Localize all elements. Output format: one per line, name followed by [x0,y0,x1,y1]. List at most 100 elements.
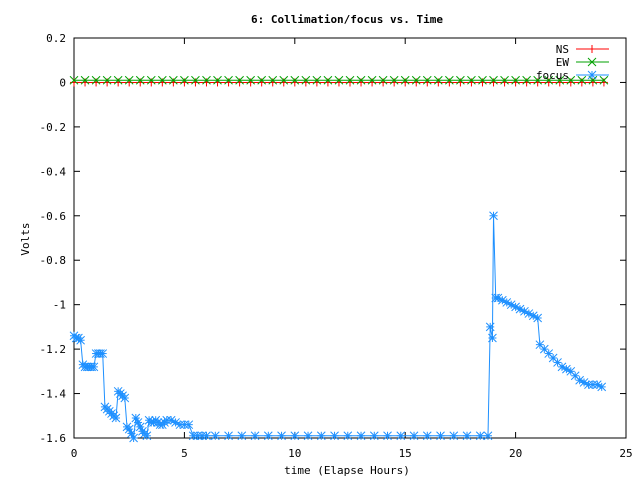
y-axis-ticks: 0.2 0 -0.2 -0.4 -0.6 -0.8 -1 -1.2 -1.4 -1.6 [40,32,626,445]
data-point-ew [433,75,443,85]
data-point-focus [533,313,543,323]
data-point-ew [588,75,598,85]
data-point-ew [445,75,454,85]
x-tick-label: 0 [71,447,78,460]
data-point-focus [489,211,498,221]
data-point-focus [356,431,366,441]
data-point-focus [475,431,485,441]
data-point-focus [369,431,379,441]
data-point-focus [409,431,419,441]
data-point-ew [268,75,278,85]
plot-frame [73,37,627,439]
data-point-ew [312,75,322,85]
x-tick-label: 10 [288,447,301,460]
data-point-ew [169,75,178,85]
data-point-ew [202,75,211,85]
data-point-ew [489,75,498,85]
legend-label-ew: EW [556,56,570,69]
data-point-ew [301,75,311,85]
data-point-focus [263,431,273,441]
data-point-focus [129,433,138,443]
y-axis-label: Volts [19,222,32,255]
data-point-ew [378,75,388,85]
data-point-focus [277,431,286,441]
data-point-ew [599,75,609,85]
data-point-ew [135,75,145,85]
data-point-ew [478,75,487,85]
data-point-focus [290,431,300,441]
chart-title: 6: Collimation/focus vs. Time [251,13,443,26]
data-point-focus [210,431,220,441]
data-point-ew [69,75,79,85]
data-point-ew [400,75,410,85]
data-point-ew [456,75,465,85]
data-point-focus [250,431,260,441]
legend-marker-ns [588,45,596,53]
data-point-focus [237,431,247,441]
data-point-ew [411,75,421,85]
data-point-ew [235,75,244,85]
data-point-focus [597,382,607,392]
y-tick-label: 0.2 [46,32,66,45]
x-tick-label: 25 [619,447,632,460]
data-point-ew [180,75,189,85]
y-tick-label: -1.4 [40,388,67,401]
y-tick-label: -1 [53,299,66,312]
data-point-focus [142,431,152,441]
data-point-ew [257,75,267,85]
data-point-ew [544,75,554,85]
series-line-focus [73,215,602,440]
data-point-ew [124,75,134,85]
y-tick-label: -0.2 [40,121,67,134]
series-ew [69,75,609,85]
data-point-ew [522,75,531,85]
data-point-focus [485,322,495,332]
x-axis-ticks: 0 5 10 15 20 25 [71,38,633,460]
data-point-ew [555,75,565,85]
data-point-ew [80,75,90,85]
data-point-focus [89,362,99,372]
data-point-ew [345,75,355,85]
series-layer [69,75,609,443]
data-point-focus [462,431,472,441]
data-point-focus [184,420,194,430]
x-tick-label: 5 [181,447,188,460]
data-point-ew [334,75,344,85]
data-point-focus [202,431,211,441]
data-point-focus [316,431,326,441]
data-point-ew [533,75,543,85]
data-point-ew [500,75,509,85]
y-tick-label: -1.6 [40,432,67,445]
data-point-focus [98,349,108,358]
data-point-ew [467,75,476,85]
data-point-focus [557,362,567,372]
data-point-focus [343,431,353,441]
data-point-focus [436,431,445,441]
data-point-focus [588,380,598,390]
x-tick-label: 20 [509,447,522,460]
x-tick-label: 15 [399,447,412,460]
data-point-ew [224,75,233,85]
y-tick-label: -0.8 [40,254,67,267]
data-point-focus [383,431,392,441]
data-point-focus [303,431,313,441]
data-point-ew [290,75,300,85]
data-point-focus [120,393,130,403]
data-point-focus [396,431,406,441]
y-tick-label: -0.6 [40,210,67,223]
data-point-ew [191,75,200,85]
data-point-focus [111,413,121,423]
data-point-focus [483,431,493,441]
data-point-ew [91,75,101,85]
data-point-focus [497,295,507,305]
y-tick-label: 0 [59,76,66,89]
legend-label-ns: NS [556,43,569,56]
data-point-ew [422,75,432,85]
data-point-ew [146,75,156,85]
data-point-focus [506,300,516,310]
data-point-focus [488,333,497,343]
y-tick-label: -0.4 [40,165,67,178]
